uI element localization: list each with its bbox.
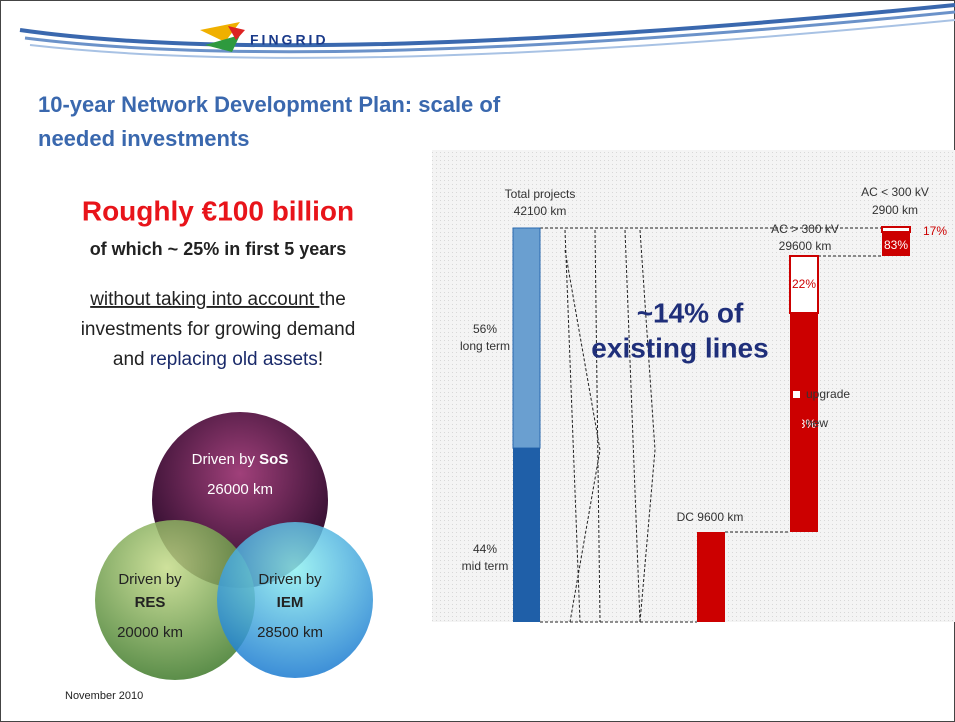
circle-res	[95, 520, 255, 680]
bar-ac-low-upgrade	[881, 226, 911, 233]
label: 29600 km	[779, 239, 832, 253]
diagram-bg	[432, 150, 955, 622]
venn-label: Driven by	[258, 571, 322, 588]
swoosh	[19, 3, 955, 59]
title: needed investments	[38, 126, 250, 151]
label: 44%	[473, 542, 497, 556]
note-text: the	[319, 289, 345, 310]
note: and replacing old assets!	[113, 349, 323, 370]
note-text: and	[113, 349, 150, 370]
label: Total projects	[505, 187, 576, 201]
connectors	[540, 227, 882, 623]
venn-text: Driven by	[192, 451, 260, 468]
venn-label: IEM	[277, 594, 304, 611]
note: investments for growing demand	[81, 319, 356, 340]
subline: of which ~ 25% in first 5 years	[90, 239, 347, 259]
note-text: !	[318, 349, 323, 370]
venn-label: RES	[135, 594, 166, 611]
title: 10-year Network Development Plan: scale …	[38, 92, 501, 117]
venn-text: SoS	[259, 451, 288, 468]
bar-ac-high-upgrade	[789, 255, 819, 314]
logo-text: FINGRID	[250, 32, 329, 48]
venn-km: 26000 km	[207, 481, 273, 498]
diagram: Total projects 42100 km 56% long term 44…	[432, 150, 955, 623]
bar-ac-low-new	[882, 232, 910, 256]
venn-km: 20000 km	[117, 624, 183, 641]
note: without taking into account the	[89, 289, 346, 310]
label: mid term	[462, 559, 509, 573]
legend-swatch	[791, 389, 802, 400]
venn-label: Driven by SoS	[192, 451, 289, 468]
note-underlined: without taking into account	[89, 289, 319, 310]
bar-dc	[697, 532, 725, 622]
callout: ~14% of	[637, 297, 744, 328]
venn-label: Driven by	[118, 571, 182, 588]
label: 56%	[473, 322, 497, 336]
bar-long-term	[512, 227, 541, 449]
label: 17%	[923, 224, 947, 238]
circle-iem	[217, 522, 373, 678]
legend-label: new	[806, 416, 828, 430]
bar-mid-term	[513, 448, 540, 622]
label: 42100 km	[514, 204, 567, 218]
label: 83%	[884, 238, 908, 252]
label: AC > 300 kV	[771, 222, 839, 236]
legend-label: upgrade	[806, 387, 850, 401]
label: 22%	[792, 277, 816, 291]
venn-km: 28500 km	[257, 624, 323, 641]
headline: Roughly €100 billion	[82, 195, 354, 226]
venn: Driven by SoS 26000 km Driven by RES 200…	[95, 412, 373, 680]
legend-swatch	[792, 419, 802, 429]
footer-date: November 2010	[65, 690, 143, 702]
label: DC 9600 km	[677, 510, 744, 524]
label: AC < 300 kV	[861, 185, 929, 199]
logo: FINGRID	[200, 22, 329, 52]
callout: existing lines	[591, 332, 768, 363]
note-text: replacing old assets	[150, 349, 318, 370]
label: 2900 km	[872, 203, 918, 217]
label: long term	[460, 339, 510, 353]
